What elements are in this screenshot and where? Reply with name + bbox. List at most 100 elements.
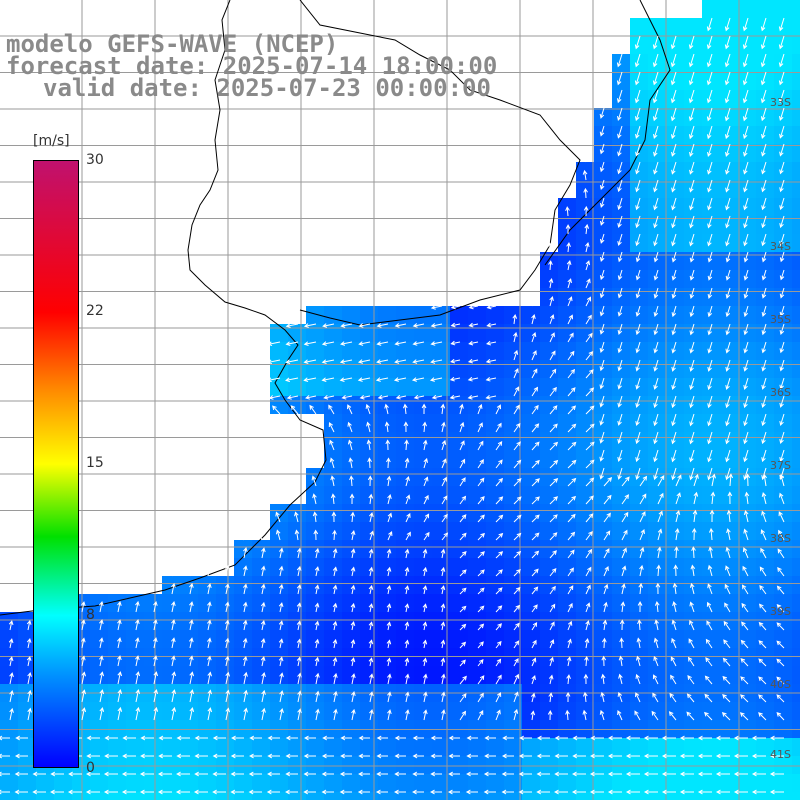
wind-arrow <box>513 404 520 415</box>
wind-speed-cell <box>198 702 216 720</box>
wind-arrow <box>477 623 485 631</box>
wind-arrow <box>725 305 731 318</box>
wind-arrow <box>450 358 461 364</box>
wind-speed-cell <box>558 270 576 288</box>
wind-speed-cell <box>432 774 450 792</box>
wind-arrow <box>547 242 553 253</box>
wind-speed-cell <box>342 432 360 450</box>
wind-speed-cell <box>558 756 576 774</box>
wind-arrow <box>603 476 613 487</box>
wind-arrow <box>207 689 213 703</box>
wind-speed-cell <box>738 108 756 126</box>
wind-speed-cell <box>684 504 702 522</box>
wind-arrow <box>779 492 785 505</box>
wind-arrow <box>743 233 749 247</box>
wind-arrow <box>9 690 14 703</box>
wind-speed-cell <box>738 270 756 288</box>
wind-speed-cell <box>576 540 594 558</box>
wind-speed-cell <box>414 414 432 432</box>
wind-speed-cell <box>558 252 576 270</box>
wind-arrow <box>369 530 374 541</box>
wind-arrow <box>639 528 645 541</box>
wind-arrow <box>230 771 244 777</box>
wind-arrow <box>305 395 317 400</box>
wind-arrow <box>369 673 374 685</box>
wind-arrow <box>724 71 731 86</box>
wind-arrow <box>761 269 767 281</box>
wind-speed-cell <box>630 576 648 594</box>
wind-arrow <box>779 395 785 408</box>
wind-speed-cell <box>666 252 684 270</box>
lat-label: 40S <box>770 678 791 691</box>
wind-speed-cell <box>792 90 800 108</box>
wind-speed-cell <box>738 54 756 72</box>
wind-arrow <box>761 377 767 390</box>
wind-speed-cell <box>342 792 360 800</box>
wind-speed-cell <box>342 342 360 360</box>
wind-speed-cell <box>702 702 720 720</box>
wind-arrow <box>189 671 195 685</box>
wind-speed-cell <box>432 738 450 756</box>
wind-speed-cell <box>414 378 432 396</box>
wind-arrow <box>599 233 605 244</box>
wind-arrow <box>653 305 659 318</box>
wind-arrow <box>485 394 497 400</box>
wind-speed-cell <box>792 252 800 270</box>
wind-arrow <box>653 467 659 481</box>
wind-speed-cell <box>162 630 180 648</box>
wind-speed-cell <box>756 666 774 684</box>
wind-speed-cell <box>180 630 198 648</box>
wind-speed-cell <box>198 774 216 792</box>
wind-arrow <box>412 771 424 777</box>
wind-speed-cell <box>288 558 306 576</box>
wind-speed-cell <box>756 108 774 126</box>
wind-arrow <box>387 691 392 703</box>
wind-arrow <box>513 368 519 379</box>
wind-speed-cell <box>720 702 738 720</box>
wind-arrow <box>459 641 467 649</box>
wind-speed-cell <box>378 666 396 684</box>
wind-speed-cell <box>738 306 756 324</box>
wind-speed-cell <box>486 612 504 630</box>
wind-speed-cell <box>216 612 234 630</box>
wind-arrow <box>567 314 573 325</box>
wind-speed-cell <box>378 306 396 324</box>
wind-arrow <box>513 386 520 397</box>
wind-arrow <box>779 341 785 354</box>
wind-speed-cell <box>432 540 450 558</box>
wind-speed-cell <box>792 594 800 612</box>
wind-speed-cell <box>630 90 648 108</box>
wind-speed-cell <box>504 558 522 576</box>
wind-arrow <box>347 421 353 433</box>
wind-arrow <box>656 564 661 577</box>
wind-arrow <box>671 619 677 631</box>
wind-speed-cell <box>0 666 18 684</box>
wind-speed-cell <box>594 594 612 612</box>
wind-speed-cell <box>450 630 468 648</box>
wind-speed-cell <box>648 306 666 324</box>
wind-arrow <box>671 395 677 409</box>
wind-arrow <box>652 53 659 68</box>
wind-arrow <box>617 449 623 462</box>
wind-speed-cell <box>126 738 144 756</box>
wind-arrow <box>135 637 140 649</box>
wind-arrow <box>86 753 100 759</box>
wind-arrow <box>314 602 320 613</box>
wind-arrow <box>278 583 284 595</box>
wind-speed-cell <box>558 576 576 594</box>
wind-arrow <box>441 421 446 433</box>
wind-speed-cell <box>612 72 630 90</box>
wind-arrow <box>635 655 641 667</box>
wind-speed-cell <box>720 126 738 144</box>
wind-speed-cell <box>486 306 504 324</box>
wind-arrow <box>466 753 478 759</box>
wind-arrow <box>711 473 716 487</box>
wind-arrow <box>285 341 299 346</box>
wind-arrow <box>531 639 537 649</box>
wind-speed-cell <box>540 522 558 540</box>
wind-speed-cell <box>234 558 252 576</box>
wind-arrow <box>449 376 461 382</box>
wind-arrow <box>404 457 410 469</box>
wind-arrow <box>513 496 522 505</box>
wind-arrow <box>778 511 785 523</box>
